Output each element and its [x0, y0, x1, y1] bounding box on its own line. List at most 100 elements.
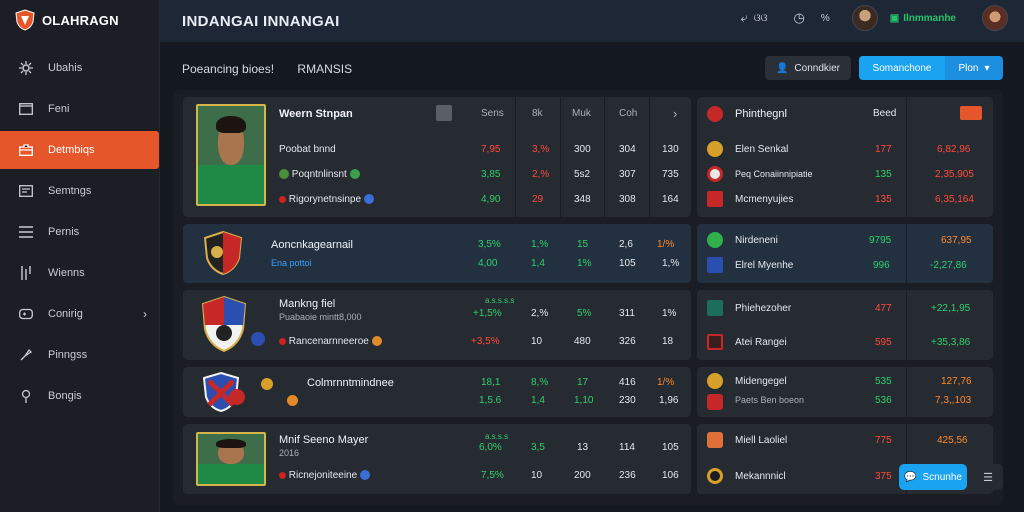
contender-button-label: Conndkier — [794, 62, 841, 74]
team-stat: 375 — [875, 471, 892, 482]
breadcrumb: Poeancing bioes! RMANSIS — [182, 62, 352, 76]
stat-label: Poqntnlinsnt — [291, 169, 347, 180]
promo-label[interactable]: ▣ Ilnmmanhe — [890, 13, 956, 24]
divider — [515, 97, 516, 217]
divider — [560, 97, 561, 217]
settings-text: ଓଓ — [753, 12, 768, 24]
chat-button[interactable]: 💬 Scnunhe — [899, 464, 967, 490]
sidebar-item-feni[interactable]: Feni — [0, 90, 159, 128]
right-table-row[interactable]: Nirdeneni 9795 637,95 Elrel Myenhe 996 -… — [697, 224, 993, 283]
team-stat: 996 — [873, 260, 890, 271]
team-name: Midengegel — [735, 376, 787, 387]
right-panel-col-header: Beed — [873, 108, 897, 119]
settings-toggle[interactable]: ⤶ ଓଓ — [740, 10, 767, 26]
flag-icon[interactable] — [960, 106, 982, 120]
sidebar-item-label: Pinngss — [48, 349, 88, 361]
breadcrumb-right[interactable]: RMANSIS — [297, 62, 353, 76]
stat-line: Poqntnlinsnt — [279, 169, 360, 180]
player-photo — [196, 104, 266, 206]
sidebar-item-ubahis[interactable]: Ubahis — [0, 49, 159, 87]
folder-icon — [18, 101, 34, 117]
team-name: Elrel Myenhe — [735, 260, 794, 271]
club-name: Mankng fiel — [279, 298, 336, 310]
sidebar-item-conirig[interactable]: Conirig › — [0, 295, 159, 333]
player-photo — [196, 432, 266, 486]
club-name: Aoncnkagearnail — [271, 239, 353, 251]
sidebar-item-pernis[interactable]: Pernis — [0, 213, 159, 251]
stat-value: 29 — [532, 194, 544, 205]
stats-toggle[interactable]: ◷ % — [794, 10, 830, 26]
stat-value: 1/% — [657, 239, 675, 250]
team-stat: 477 — [875, 303, 892, 314]
avatar[interactable] — [851, 5, 878, 31]
col-header: Sens — [481, 108, 504, 119]
stat-value: 5% — [577, 308, 592, 319]
crest-teal-icon — [707, 300, 723, 316]
user-avatar[interactable] — [982, 5, 1008, 31]
brand-name: OLAHRAGN — [42, 12, 119, 28]
stat-value: 236 — [619, 470, 636, 481]
stat-label: Rancenarnneeroe — [288, 336, 369, 347]
team-value: 425,56 — [937, 435, 968, 446]
breadcrumb-left[interactable]: Poeancing bioes! — [182, 62, 275, 76]
divider — [604, 97, 605, 217]
team-value: 6,82,96 — [937, 144, 971, 155]
club-crest-icon — [201, 295, 247, 353]
list-icon: ☰ — [983, 471, 993, 484]
crest-orange-icon — [707, 432, 723, 448]
team-name: Miell Laoliel — [735, 435, 788, 446]
chevron-right-icon[interactable]: › — [673, 106, 678, 121]
club-name: Colmrnntmindnee — [307, 377, 394, 389]
stat-value: 5s2 — [574, 169, 591, 180]
brand[interactable]: OLAHRAGN — [0, 0, 159, 40]
right-table-row[interactable]: Midengegel Paets Ben boeon 535 127,76 53… — [697, 367, 993, 417]
team-subtitle: Paets Ben boeon — [735, 395, 805, 405]
divider — [906, 97, 907, 217]
small-crest-icon — [261, 378, 273, 390]
sidebar-item-wienns[interactable]: Wienns — [0, 254, 159, 292]
table-row[interactable]: Weern Stnpan Sens 8k Muk Coh › Poobat bn… — [183, 97, 691, 217]
sidebar-item-semtngs[interactable]: Semtngs — [0, 172, 159, 210]
top-bar: INDANGAI INNANGAI ⤶ ଓଓ ◷ % ▣ Ilnmmanhe — [160, 0, 1024, 42]
contender-button[interactable]: 👤 Conndkier — [765, 56, 851, 80]
player-subtitle: 2016 — [279, 448, 300, 458]
table-row[interactable]: Mankng fiel Puabaoie mintt8,000 Rancenar… — [183, 290, 691, 360]
right-table-row[interactable]: Phiehezoher 477 +22,1,95 Atei Rangei 595… — [697, 290, 993, 360]
sidebar-item-detmbiqs[interactable]: Detmbiqs — [0, 131, 159, 169]
plan-dropdown[interactable]: Plon ▾ — [945, 63, 1003, 74]
search-plan-button[interactable]: Somanchone Plon ▾ — [859, 56, 1003, 80]
stat-value: 735 — [662, 169, 679, 180]
sidebar-item-bongis[interactable]: Bongis — [0, 377, 159, 415]
info-icon[interactable] — [436, 105, 452, 121]
stat-value: 3,85 — [481, 169, 501, 180]
badge-icon — [359, 470, 370, 481]
crest-bars-icon — [707, 191, 723, 207]
search-button-label[interactable]: Somanchone — [859, 56, 945, 80]
list-view-button[interactable]: ☰ — [973, 464, 1003, 490]
stat-line: Ricnejoniteeine — [279, 470, 370, 481]
stat-value: 2,% — [532, 169, 550, 180]
table-row[interactable]: Colmrnntmindnee 18,1 8,% 17 416 1/% 1,5.… — [183, 367, 691, 417]
stat-value: 6,0% — [479, 442, 502, 453]
bars-icon — [18, 265, 34, 281]
team-value: 7,3,,103 — [935, 395, 972, 406]
right-panel-header-row[interactable]: Phinthegnl Beed Elen Senkal 177 6,82,96 … — [697, 97, 993, 217]
chat-icon: 💬 — [904, 471, 917, 483]
stat-value: 4,90 — [481, 194, 501, 205]
team-value: 637,95 — [941, 235, 972, 246]
stat-value: 4,00 — [478, 258, 498, 269]
chevron-right-icon[interactable]: › — [143, 307, 147, 321]
sidebar-item-pinngss[interactable]: Pinngss — [0, 336, 159, 374]
table-row[interactable]: Aoncnkagearnail Ena pottoi 3,5% 1,% 15 2… — [183, 224, 691, 283]
stat-value: 17 — [577, 377, 589, 388]
stat-value: 307 — [619, 169, 636, 180]
small-crest-icon — [287, 395, 298, 406]
chat-button-label: Scnunhe — [922, 471, 962, 483]
team-stat: 775 — [875, 435, 892, 446]
table-row[interactable]: Mnif Seeno Mayer 2016 Ricnejoniteeine a.… — [183, 424, 691, 494]
list-icon — [18, 224, 34, 240]
divider — [906, 224, 907, 283]
shield-icon: ▣ — [889, 12, 900, 24]
stat-value: 18 — [662, 336, 674, 347]
player-name: Weern Stnpan — [279, 108, 353, 120]
